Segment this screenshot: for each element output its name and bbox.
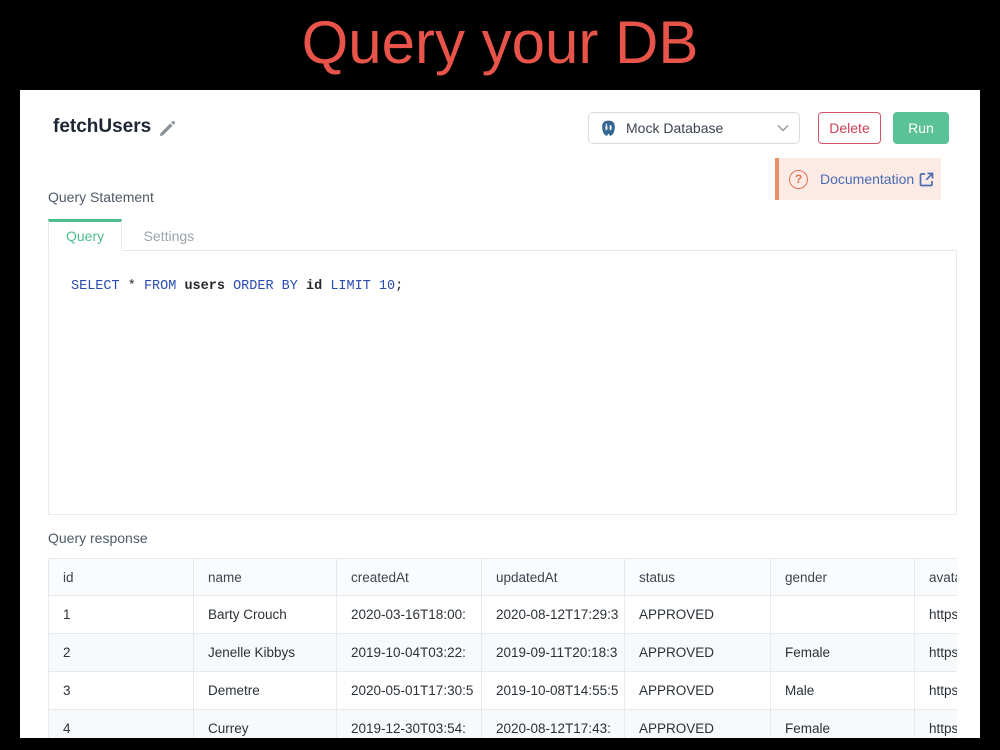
table-row: 2 Jenelle Kibbys 2019-10-04T03:22: 2019-09-… bbox=[48, 633, 957, 672]
pencil-icon bbox=[160, 121, 175, 136]
table-cell: APPROVED bbox=[624, 709, 771, 738]
table-cell: https:// bbox=[914, 709, 957, 738]
column-header: name bbox=[193, 558, 337, 596]
table-cell: APPROVED bbox=[624, 633, 771, 672]
query-name: fetchUsers bbox=[53, 116, 152, 137]
column-header: createdAt bbox=[336, 558, 482, 596]
question-circle-icon: ? bbox=[789, 169, 808, 189]
sql-token: * bbox=[127, 279, 136, 294]
table-header-row: id name createdAt updatedAt status gender avat… bbox=[48, 558, 957, 596]
table-row: 3 Demetre 2020-05-01T17:30:5 2019-10-08T14:… bbox=[48, 671, 957, 710]
documentation-link[interactable]: ? Documentation bbox=[775, 158, 941, 200]
documentation-label: Documentation bbox=[820, 171, 915, 187]
table-cell: 1 bbox=[48, 595, 194, 634]
tab-settings[interactable]: Settings bbox=[143, 228, 195, 244]
table-cell: Jenelle Kibbys bbox=[193, 633, 337, 672]
table-cell bbox=[770, 595, 915, 634]
tab-query[interactable]: Query bbox=[48, 219, 123, 251]
table-cell: 2020-08-12T17:43: bbox=[481, 709, 625, 738]
table-cell: https:// bbox=[914, 633, 957, 672]
sql-token: FROM bbox=[143, 279, 177, 294]
delete-button[interactable]: Delete bbox=[818, 112, 881, 144]
query-statement-label: Query Statement bbox=[48, 189, 154, 205]
page-title: Query your DB bbox=[301, 9, 699, 76]
sql-token: SELECT bbox=[71, 279, 120, 294]
column-header: id bbox=[48, 558, 194, 596]
response-table: id name createdAt updatedAt status gender avat… bbox=[48, 558, 957, 738]
column-header: gender bbox=[770, 558, 915, 596]
query-editor-panel: fetchUsers Mock Database Delete Run ? bbox=[20, 90, 980, 738]
sql-token bbox=[225, 279, 233, 294]
table-cell: 2019-09-11T20:18:3 bbox=[481, 633, 625, 672]
table-cell: 2019-10-08T14:55:5 bbox=[481, 671, 625, 710]
external-link-icon bbox=[919, 172, 934, 186]
table-cell: 4 bbox=[48, 709, 194, 738]
sql-token: id bbox=[306, 279, 323, 294]
table-cell: https:// bbox=[914, 671, 957, 710]
table-cell: APPROVED bbox=[624, 671, 771, 710]
postgresql-icon bbox=[602, 120, 615, 136]
table-cell: 2020-08-12T17:29:3 bbox=[481, 595, 625, 634]
chevron-down-icon bbox=[777, 124, 789, 132]
sql-token: ORDER BY bbox=[233, 279, 298, 294]
table-cell: 2019-12-30T03:54: bbox=[336, 709, 482, 738]
column-header: updatedAt bbox=[481, 558, 625, 596]
sql-code: SELECT * FROM users ORDER BY id LIMIT 10… bbox=[49, 251, 956, 294]
sql-token: users bbox=[184, 279, 225, 294]
table-cell: Female bbox=[770, 633, 915, 672]
sql-token: LIMIT 10 bbox=[330, 279, 396, 294]
table-cell: Barty Crouch bbox=[193, 595, 337, 634]
editor-section: Query Settings SELECT * FROM users ORDER… bbox=[48, 219, 957, 515]
column-header: avatar bbox=[914, 558, 957, 596]
sql-token bbox=[136, 279, 144, 294]
sql-editor[interactable]: SELECT * FROM users ORDER BY id LIMIT 10… bbox=[48, 251, 957, 515]
table-row: 4 Currey 2019-12-30T03:54: 2020-08-12T17:43… bbox=[48, 709, 957, 738]
response-table-container[interactable]: id name createdAt updatedAt status gender avat… bbox=[48, 558, 957, 738]
table-cell: Demetre bbox=[193, 671, 337, 710]
edit-name-icon[interactable] bbox=[158, 120, 176, 138]
table-cell: Female bbox=[770, 709, 915, 738]
datasource-select[interactable]: Mock Database bbox=[588, 112, 800, 144]
table-cell: https:// bbox=[914, 595, 957, 634]
sql-token: ; bbox=[395, 279, 404, 294]
table-cell: 3 bbox=[48, 671, 194, 710]
table-cell: 2 bbox=[48, 633, 194, 672]
sql-token bbox=[298, 279, 306, 294]
table-row: 1 Barty Crouch 2020-03-16T18:00: 2020-08-12… bbox=[48, 595, 957, 634]
datasource-label: Mock Database bbox=[626, 120, 724, 136]
table-cell: Male bbox=[770, 671, 915, 710]
table-cell: APPROVED bbox=[624, 595, 771, 634]
query-response-label: Query response bbox=[48, 530, 148, 546]
table-cell: 2020-05-01T17:30:5 bbox=[336, 671, 482, 710]
table-cell: 2020-03-16T18:00: bbox=[336, 595, 482, 634]
table-cell: Currey bbox=[193, 709, 337, 738]
editor-tabs: Query Settings bbox=[48, 219, 957, 251]
table-cell: 2019-10-04T03:22: bbox=[336, 633, 482, 672]
table-body: 1 Barty Crouch 2020-03-16T18:00: 2020-08-12… bbox=[48, 595, 957, 738]
column-header: status bbox=[624, 558, 771, 596]
run-button[interactable]: Run bbox=[893, 112, 949, 144]
sql-token bbox=[120, 279, 128, 294]
